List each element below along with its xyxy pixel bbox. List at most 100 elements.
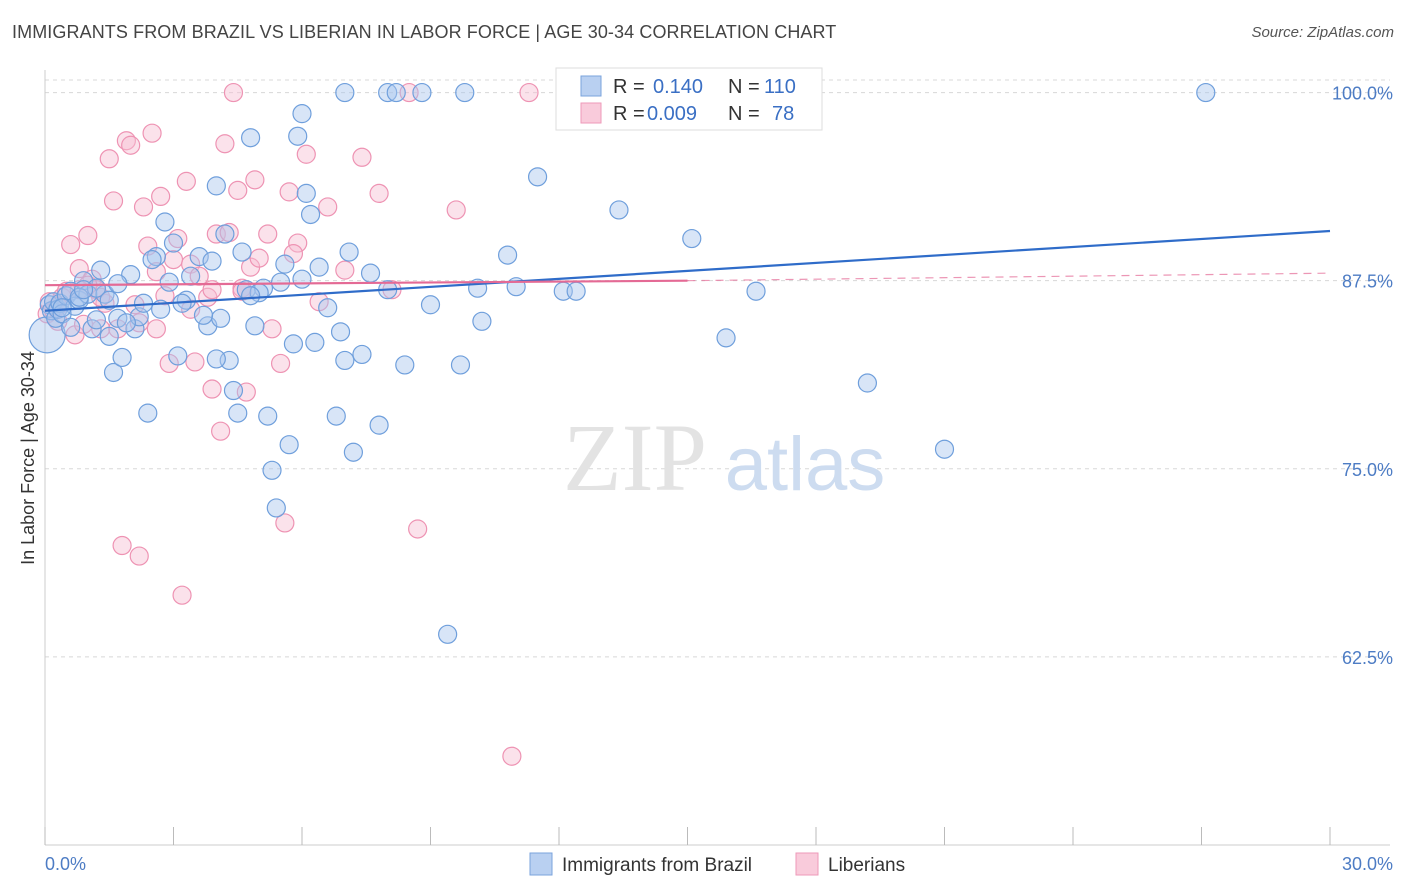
brazil-point [116,313,136,333]
liberian-point [61,234,81,255]
brazil-trend-line [44,229,1331,312]
liberian-point [69,259,89,279]
brazil-point [609,200,629,220]
liberian-point [288,233,308,253]
brazil-point [86,310,107,330]
brazil-point [73,280,94,300]
liberian-point [335,260,355,280]
liberian-point [185,352,205,372]
liberian-point [202,280,222,300]
legend-pink-r-value: 0.009 [647,103,697,125]
brazil-point [138,403,158,423]
brazil-point [1196,82,1216,103]
y-tick-label-2: 87.5% [1342,272,1393,292]
brazil-point [682,228,702,249]
liberian-point [279,182,299,202]
watermark: ZIP atlas [563,404,885,511]
legend-blue-n-label: N = [728,76,760,98]
liberian-point [502,746,522,766]
y-axis-title: In Labor Force | Age 30-34 [18,351,38,565]
brazil-point [472,311,492,331]
liberian-point [228,180,248,200]
brazil-point [223,380,244,401]
brazil-point [202,251,222,271]
brazil-point [412,82,432,103]
liberian-trend-extension [687,272,1331,282]
liberian-point [258,224,278,244]
brazil-point [206,176,226,196]
brazil-point [206,349,226,369]
x-tick-label-1: 30.0% [1342,854,1393,874]
brazil-point [309,257,329,277]
brazil-point [395,355,415,375]
legend-blue-swatch [580,75,602,97]
brazil-point [438,624,458,644]
brazil-point [193,305,214,325]
brazil-point [420,295,441,315]
bottom-legend-pink-label: Liberians [828,855,905,876]
liberian-point [172,585,192,605]
brazil-point [292,269,312,289]
liberian-point [142,123,162,143]
y-tick-labels: 62.5% 75.0% 87.5% 100.0% [1332,84,1393,668]
brazil-point [91,260,111,280]
legend-blue-r-label: R = [613,76,645,98]
brazil-point [360,263,381,283]
liberian-point [249,248,269,268]
brazil-point [159,272,179,292]
liberian-point [270,353,291,374]
brazil-point [181,266,201,286]
brazil-point [228,403,248,423]
brazil-point [450,355,471,375]
liberian-point [446,200,466,220]
legend-pink-r-label: R = [613,103,645,125]
liberian-point [99,149,119,169]
brazil-point [527,167,548,187]
brazil-point [142,250,162,270]
chart-title: IMMIGRANTS FROM BRAZIL VS LIBERIAN IN LA… [12,22,837,42]
liberian-point [103,191,124,211]
legend-pink-n-label: N = [728,103,760,125]
brazil-point [369,415,389,435]
brazil-point [305,332,325,352]
brazil-point [455,82,475,103]
brazil-point [339,242,359,262]
brazil-point [716,328,736,348]
liberian-point [275,513,295,533]
brazil-point [258,406,278,426]
liberian-point [202,379,222,399]
bottom-legend-pink-swatch [795,852,819,876]
brazil-point [211,308,231,328]
stats-legend: R = 0.140 N = 110 R = 0.009 N = 78 [555,67,823,131]
liberian-point [519,82,539,103]
brazil-point [82,319,102,339]
grid-lines [45,79,1390,658]
source-label: Source: ZipAtlas.com [1251,24,1394,41]
brazil-point [746,281,766,301]
legend-blue-r-value: 0.140 [653,76,703,98]
brazil-point [189,247,209,267]
brazil-point [300,204,321,225]
axes [44,70,1390,846]
legend-pink-swatch [580,102,602,124]
brazil-points [28,82,1216,644]
trend-lines [44,229,1331,312]
watermark-atlas: atlas [725,422,886,507]
liberian-point [146,319,166,339]
brazil-point [296,183,316,203]
liberian-point [112,535,132,556]
bottom-legend-blue-label: Immigrants from Brazil [562,855,752,876]
brazil-point [326,406,346,426]
bottom-legend-blue-swatch [529,852,553,876]
brazil-point [99,326,119,346]
liberian-point [352,147,372,167]
brazil-point [318,298,338,318]
liberian-point [121,135,141,155]
brazil-point [279,435,299,455]
brazil-point [857,373,878,393]
brazil-point [241,128,261,148]
brazil-point [498,245,518,265]
liberian-point [78,225,98,246]
brazil-point [163,233,184,253]
liberian-point [163,250,184,270]
